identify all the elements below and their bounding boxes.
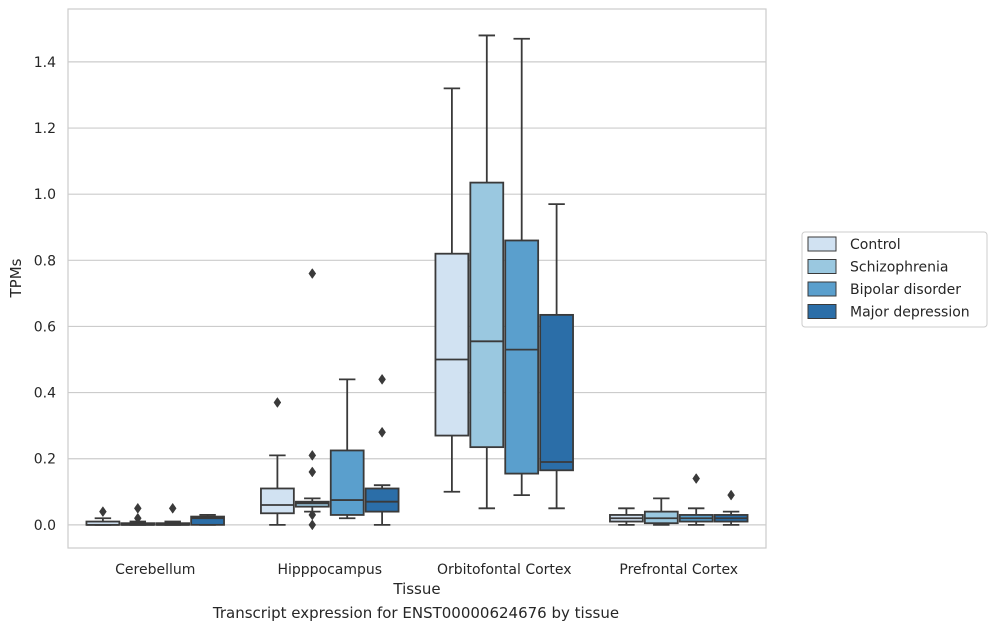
legend-swatch: [807, 236, 837, 252]
iqr-box: [504, 239, 540, 475]
outlier-point: [168, 502, 177, 514]
iqr-box: [469, 181, 505, 449]
chart-caption: Transcript expression for ENST0000062467…: [212, 604, 620, 622]
axes: 0.0 0.2 0.4 0.6 0.8 1.0 1.2 1.4 Cerebellum Hipppo…: [34, 55, 738, 578]
iqr-box: [364, 487, 400, 513]
box-plot-series: [85, 34, 749, 531]
x-tick-label: Cerebellum: [115, 562, 195, 578]
x-axis-label: Tissue: [392, 580, 440, 598]
outlier-point: [133, 502, 142, 514]
outlier-point: [273, 397, 282, 408]
outlier-point: [308, 519, 317, 531]
legend-swatch: [807, 259, 837, 274]
y-tick-label: 0.0: [34, 518, 56, 534]
legend-label: Bipolar disorder: [850, 282, 961, 298]
legend: Control Schizophrenia Bipolar disorder Majo…: [801, 231, 988, 328]
x-tick-label: Prefrontal Cortex: [619, 562, 738, 578]
x-tick-label: Orbitofontal Cortex: [437, 562, 572, 578]
outlier-point: [308, 449, 317, 461]
outlier-point: [727, 489, 735, 501]
outlier-point: [308, 466, 317, 478]
outlier-point: [692, 473, 701, 484]
legend-swatch: [807, 281, 837, 297]
y-tick-label: 1.0: [34, 187, 56, 203]
iqr-box: [190, 515, 225, 526]
y-axis-label: TPMs: [7, 258, 25, 298]
y-tick-label: 1.2: [34, 121, 56, 137]
y-gridlines: [68, 61, 766, 526]
iqr-box: [539, 313, 574, 472]
iqr-box: [260, 487, 295, 515]
plot-frame: [67, 8, 767, 549]
y-tick-label: 0.2: [34, 452, 56, 468]
iqr-box: [434, 252, 470, 437]
legend-label: Major depression: [850, 305, 970, 321]
outlier-point: [99, 506, 107, 518]
outlier-point: [133, 512, 142, 524]
legend-label: Schizophrenia: [850, 260, 948, 276]
iqr-box: [329, 449, 365, 516]
outlier-point: [308, 268, 317, 279]
y-tick-label: 0.8: [34, 253, 56, 269]
outlier-point: [378, 426, 386, 438]
x-tick-label: Hipppocampus: [277, 562, 382, 578]
legend-swatch: [807, 304, 837, 319]
y-tick-label: 1.4: [34, 55, 56, 71]
legend-label: Control: [850, 237, 901, 253]
legend-frame: [801, 231, 988, 328]
y-tick-label: 0.4: [34, 386, 56, 402]
y-tick-label: 0.6: [34, 319, 56, 335]
outlier-point: [378, 373, 386, 385]
